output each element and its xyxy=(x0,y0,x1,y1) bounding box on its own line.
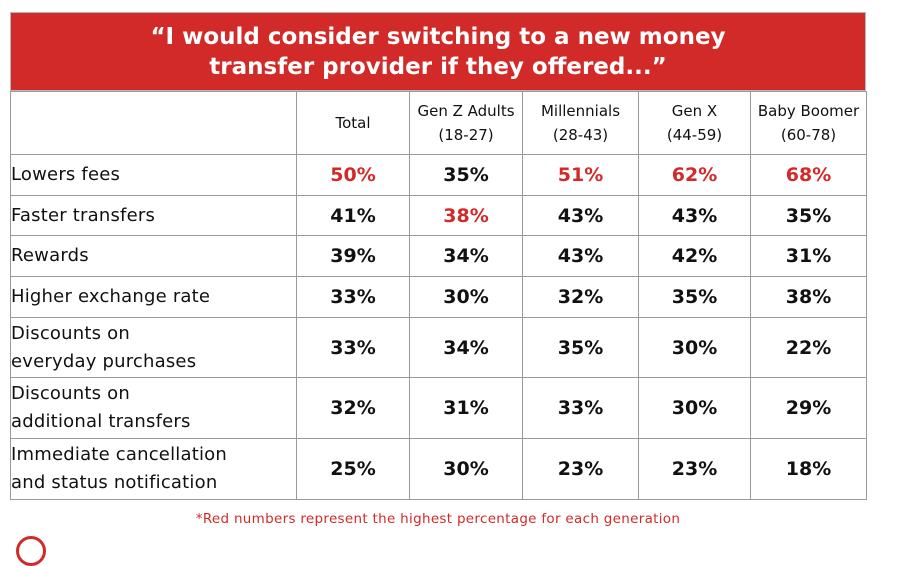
value-cell: 43% xyxy=(522,235,639,277)
value-cell: 29% xyxy=(750,377,867,439)
column-header-name: Millennials xyxy=(540,102,621,120)
column-header: Baby Boomer (60-78) xyxy=(750,91,867,155)
table-row: Discounts on everyday purchases 33% 34% 35% 3… xyxy=(10,317,867,378)
row-label: Discounts on additional transfers xyxy=(10,377,297,439)
value-cell: 43% xyxy=(638,195,751,236)
value-cell: 42% xyxy=(638,235,751,277)
value-cell: 35% xyxy=(638,276,751,318)
row-label: Rewards xyxy=(10,235,297,277)
column-header-name: Gen X xyxy=(671,102,718,120)
highest-value-cell: 38% xyxy=(409,195,523,236)
value-cell: 18% xyxy=(750,438,867,500)
row-label-line: Higher exchange rate xyxy=(11,286,211,307)
row-label-line: additional transfers xyxy=(11,411,191,432)
row-label-line: Discounts on xyxy=(11,322,130,344)
column-header: Millennials (28-43) xyxy=(522,91,639,155)
row-label: Discounts on everyday purchases xyxy=(10,317,297,378)
column-header: Gen Z Adults (18-27) xyxy=(409,91,523,155)
value-cell: 38% xyxy=(750,276,867,318)
value-cell: 30% xyxy=(409,438,523,500)
row-label-line: Faster transfers xyxy=(11,204,156,226)
row-label: Lowers fees xyxy=(10,154,297,196)
value-cell: 31% xyxy=(750,235,867,277)
value-cell: 31% xyxy=(409,377,523,439)
value-cell: 34% xyxy=(409,235,523,277)
table-row: Rewards 39% 34% 43% 42% 31% xyxy=(10,235,867,277)
column-header: Total xyxy=(296,91,410,155)
brand-logo-icon xyxy=(16,536,46,566)
row-label-line: Discounts on xyxy=(11,383,130,404)
header-empty-cell xyxy=(10,91,297,155)
value-cell: 35% xyxy=(522,317,639,378)
value-cell: 25% xyxy=(296,438,410,500)
column-header: Gen X (44-59) xyxy=(638,91,751,155)
value-cell: 32% xyxy=(522,276,639,318)
row-label-line: Lowers fees xyxy=(11,164,121,185)
value-cell: 30% xyxy=(638,377,751,439)
value-cell: 22% xyxy=(750,317,867,378)
value-cell: 39% xyxy=(296,235,410,277)
value-cell: 23% xyxy=(522,438,639,500)
table-row: Lowers fees 50% 35% 51% 62% 68% xyxy=(10,154,867,196)
highest-value-cell: 51% xyxy=(522,154,639,196)
row-label-line: and status notification xyxy=(11,472,218,493)
value-cell: 41% xyxy=(296,195,410,236)
table-row: Faster transfers 41% 38% 43% 43% 35% xyxy=(10,195,867,236)
column-header-range: (60-78) xyxy=(780,126,837,144)
value-cell: 30% xyxy=(638,317,751,378)
highest-value-cell: 50% xyxy=(296,154,410,196)
row-label: Immediate cancellation and status notific… xyxy=(10,438,297,500)
table-row: Discounts on additional transfers 32% 31% 33… xyxy=(10,377,867,439)
value-cell: 23% xyxy=(638,438,751,500)
value-cell: 33% xyxy=(296,317,410,378)
row-label-line: Immediate cancellation xyxy=(11,444,227,465)
title-line: transfer provider if they offered...” xyxy=(209,53,667,80)
column-header-range: (18-27) xyxy=(438,126,494,144)
row-label-line: everyday purchases xyxy=(11,350,197,372)
row-label-line: Rewards xyxy=(11,245,89,266)
value-cell: 35% xyxy=(750,195,867,236)
table-row: Higher exchange rate 33% 30% 32% 35% 38% xyxy=(10,276,867,318)
value-cell: 33% xyxy=(296,276,410,318)
title-line: “I would consider switching to a new mon… xyxy=(150,23,726,50)
column-header-name: Gen Z Adults xyxy=(417,102,515,120)
value-cell: 35% xyxy=(409,154,523,196)
value-cell: 33% xyxy=(522,377,639,439)
header-row: Total Gen Z Adults (18-27) Millennials (… xyxy=(10,91,867,155)
title-banner: “I would consider switching to a new mon… xyxy=(10,12,866,91)
column-header-name: Total xyxy=(335,114,371,132)
row-label: Higher exchange rate xyxy=(10,276,297,318)
column-header-name: Baby Boomer xyxy=(757,102,860,120)
table-row: Immediate cancellation and status notific… xyxy=(10,438,867,500)
survey-table: Total Gen Z Adults (18-27) Millennials (… xyxy=(10,91,867,500)
column-header-range: (28-43) xyxy=(552,126,609,144)
value-cell: 34% xyxy=(409,317,523,378)
value-cell: 30% xyxy=(409,276,523,318)
value-cell: 43% xyxy=(522,195,639,236)
footnote: *Red numbers represent the highest perce… xyxy=(195,511,681,527)
column-header-range: (44-59) xyxy=(666,126,723,144)
value-cell: 32% xyxy=(296,377,410,439)
row-label: Faster transfers xyxy=(10,195,297,236)
highest-value-cell: 68% xyxy=(750,154,867,196)
highest-value-cell: 62% xyxy=(638,154,751,196)
